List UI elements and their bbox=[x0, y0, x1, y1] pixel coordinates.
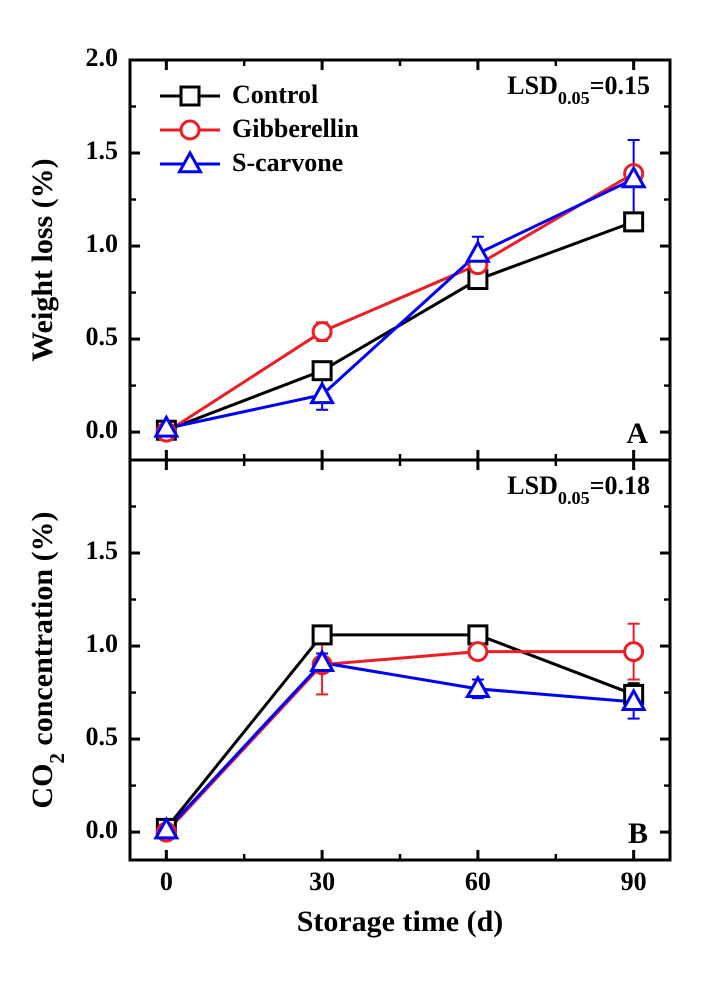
legend-item-label: Gibberellin bbox=[232, 114, 359, 143]
legend-item-label: Control bbox=[232, 80, 318, 109]
svg-text:1.0: 1.0 bbox=[86, 629, 119, 658]
svg-text:0.0: 0.0 bbox=[86, 815, 119, 844]
control-line bbox=[166, 635, 633, 828]
panel-label: B bbox=[628, 817, 648, 850]
svg-text:1.0: 1.0 bbox=[86, 229, 119, 258]
svg-text:30: 30 bbox=[309, 867, 335, 896]
svg-text:0.5: 0.5 bbox=[86, 722, 119, 751]
svg-text:1.5: 1.5 bbox=[86, 136, 119, 165]
svg-text:60: 60 bbox=[465, 867, 491, 896]
svg-text:0.5: 0.5 bbox=[86, 322, 119, 351]
y-axis-label: CO2 concentration (%) bbox=[26, 511, 69, 808]
scarvone-line bbox=[166, 663, 633, 830]
svg-text:0: 0 bbox=[160, 867, 173, 896]
svg-text:2.0: 2.0 bbox=[86, 43, 119, 72]
scarvone-line bbox=[166, 179, 633, 428]
x-axis-label: Storage time (d) bbox=[297, 905, 504, 938]
lsd-annotation: LSD0.05=0.18 bbox=[507, 471, 650, 508]
lsd-annotation: LSD0.05=0.15 bbox=[507, 71, 650, 108]
svg-text:90: 90 bbox=[621, 867, 647, 896]
svg-text:1.5: 1.5 bbox=[86, 536, 119, 565]
y-axis-label: Weight loss (%) bbox=[26, 158, 59, 361]
legend: Control Gibberellin S-carvone bbox=[152, 76, 382, 186]
legend-item-label: S-carvone bbox=[232, 148, 343, 177]
svg-text:0.0: 0.0 bbox=[86, 415, 119, 444]
panel-label: A bbox=[626, 417, 648, 450]
chart-figure: 0.0 0.5 1.0 1.5 2.0 LSD0.05=0.15 A Weight loss … bbox=[0, 0, 728, 985]
